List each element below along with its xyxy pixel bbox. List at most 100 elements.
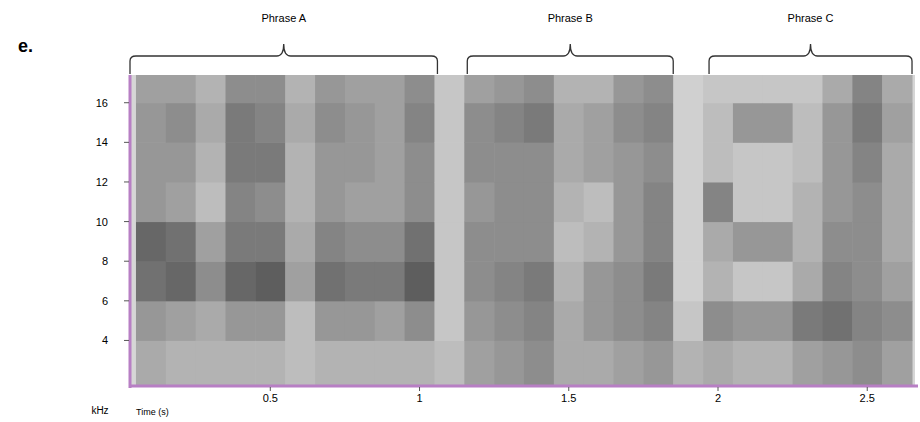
cell [703,182,733,222]
cell [226,261,256,301]
x-tick-label: 1 [416,392,422,404]
cell [434,75,464,103]
cell [673,142,703,182]
cell [822,182,852,222]
y-tick-label: 8 [102,255,108,267]
cell [255,261,285,301]
cell [733,182,763,222]
cell [375,261,405,301]
cell [434,222,464,262]
x-axis [130,385,918,388]
cell [763,261,793,301]
cell [434,142,464,182]
cell [375,182,405,222]
cell [554,182,584,222]
cell [434,103,464,143]
cell [405,261,435,301]
cell [852,301,882,341]
cell [733,75,763,103]
cell [882,301,912,341]
cell [763,340,793,386]
cell [166,75,196,103]
cell [524,182,554,222]
cell [285,142,315,182]
cell [882,261,912,301]
cell [614,222,644,262]
cell [375,103,405,143]
cell [524,340,554,386]
cell [345,301,375,341]
cell [166,261,196,301]
cell [703,261,733,301]
cell [255,182,285,222]
cell [226,142,256,182]
x-tick [419,387,420,391]
x-tick [568,387,569,391]
cell [285,301,315,341]
cell [673,182,703,222]
cell [315,222,345,262]
cell [464,75,494,103]
cell [584,340,614,386]
cell [643,340,673,386]
cell [584,261,614,301]
cell [793,222,823,262]
cell [554,142,584,182]
cell [643,301,673,341]
cell [852,103,882,143]
cell [643,182,673,222]
cell [852,340,882,386]
cell [434,301,464,341]
cell [822,103,852,143]
cell [733,261,763,301]
cell [882,222,912,262]
x-tick-label: 1.5 [561,392,576,404]
cell [614,182,644,222]
cell [673,75,703,103]
cell [315,340,345,386]
cell [315,103,345,143]
cell [196,142,226,182]
cell [494,340,524,386]
cell [673,261,703,301]
cell [882,340,912,386]
cell [345,75,375,103]
cell [793,340,823,386]
cell [882,142,912,182]
phrase-bracket [467,44,673,74]
cell [196,103,226,143]
y-axis [129,75,132,388]
cell [464,301,494,341]
y-tick [124,340,129,341]
cell [763,103,793,143]
cell [136,340,166,386]
cell [584,103,614,143]
cell [733,103,763,143]
cell [494,142,524,182]
cell [375,75,405,103]
cell [345,142,375,182]
y-tick [124,221,129,222]
cell [703,340,733,386]
cell [166,103,196,143]
y-tick-label: 14 [96,136,108,148]
cell [464,261,494,301]
cell [524,103,554,143]
cell [614,75,644,103]
cell [226,340,256,386]
cell [405,222,435,262]
cell [614,261,644,301]
cell [822,301,852,341]
cell [285,182,315,222]
x-tick [270,387,271,391]
cell [524,75,554,103]
cell [434,340,464,386]
cell [405,340,435,386]
cell [226,182,256,222]
x-axis-title: Time (s) [136,407,169,417]
cell [136,142,166,182]
cell [464,182,494,222]
cell [136,261,166,301]
y-tick [124,261,129,262]
cell [315,182,345,222]
